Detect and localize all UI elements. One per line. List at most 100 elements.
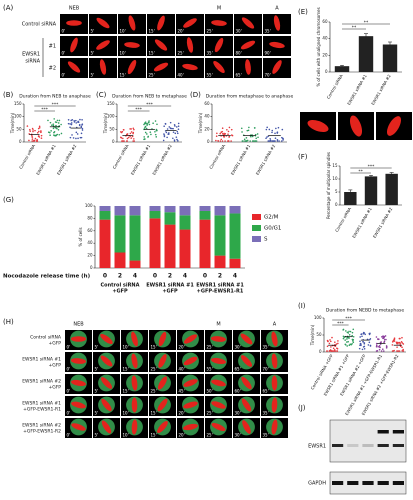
y-tick-label: 15 — [332, 163, 338, 168]
dot — [55, 127, 57, 129]
dot — [375, 344, 378, 347]
dot — [330, 340, 332, 343]
dot — [166, 128, 169, 130]
chromosomes — [271, 375, 278, 391]
bar — [385, 173, 398, 205]
chromosomes — [242, 420, 251, 434]
dot — [129, 132, 132, 135]
dot — [360, 333, 363, 335]
dot — [377, 345, 380, 348]
chromosomes — [131, 375, 138, 391]
dot — [40, 134, 43, 137]
dot — [224, 140, 226, 142]
dot — [379, 346, 381, 349]
dot — [385, 345, 388, 347]
dot — [342, 337, 345, 340]
dot — [29, 128, 31, 131]
bar-segment — [129, 215, 141, 261]
dot — [155, 129, 158, 132]
time-label: 10' — [123, 433, 129, 438]
time-label: 90' — [265, 51, 271, 56]
dot — [52, 124, 55, 127]
row-label: #1 — [49, 44, 56, 50]
dot — [55, 124, 57, 127]
chromosomes — [241, 376, 252, 390]
time-label: 65' — [263, 389, 269, 394]
y-axis-label: Time(min) — [198, 112, 203, 134]
dot — [175, 126, 178, 128]
dot — [177, 122, 180, 125]
x-tick-label: 2 — [168, 273, 172, 280]
chromosomes — [100, 377, 113, 389]
time-label: 0' — [67, 345, 71, 350]
dot — [38, 125, 41, 128]
dot — [175, 136, 178, 138]
dot — [55, 121, 58, 124]
dot — [127, 136, 130, 139]
dot — [362, 341, 364, 343]
y-tick-label: 60 — [204, 101, 210, 106]
dot — [363, 348, 366, 350]
dot — [276, 140, 279, 142]
dot — [385, 338, 387, 341]
dot — [70, 123, 73, 126]
dot — [143, 123, 145, 126]
bar-segment — [199, 206, 211, 211]
chromosomes — [307, 119, 329, 133]
x-tick-label: EWSR1 siRNA #2 — [255, 143, 277, 176]
bar-segment — [229, 213, 241, 259]
dot — [57, 128, 60, 131]
dot — [69, 136, 72, 139]
dot — [330, 350, 332, 352]
dot — [332, 347, 335, 350]
y-axis-label: Time(min) — [103, 112, 108, 134]
row-label: +GFP — [48, 385, 61, 391]
dot — [254, 133, 257, 136]
dot — [268, 140, 270, 142]
dot — [36, 138, 38, 141]
dot — [385, 347, 388, 349]
sig-label: *** — [41, 107, 49, 113]
dot — [133, 128, 135, 131]
sig-label: *** — [368, 164, 376, 170]
bar-segment — [214, 206, 226, 216]
time-label: 25' — [207, 345, 213, 350]
dot — [348, 344, 351, 347]
dot — [146, 124, 148, 126]
chromosomes — [269, 41, 285, 49]
dot — [132, 138, 135, 140]
blot — [329, 419, 407, 463]
dot — [75, 122, 78, 124]
x-tick-label: EWSR1 siRNA #2 — [372, 206, 394, 239]
chromosomes — [240, 355, 253, 367]
bar — [344, 192, 357, 205]
time-label: 5' — [95, 345, 99, 350]
chromosomes — [96, 40, 110, 50]
dot — [143, 128, 145, 131]
y-tick-label: 50 — [16, 126, 22, 131]
dot — [70, 119, 73, 122]
chromosomes — [71, 401, 86, 409]
time-label: 40' — [178, 73, 184, 78]
dot — [269, 139, 272, 142]
dot — [28, 139, 30, 142]
chromosomes — [241, 17, 255, 29]
time-label: 10' — [120, 29, 126, 34]
time-label: 55' — [207, 73, 213, 78]
time-label: 5' — [91, 73, 95, 78]
y-tick-label: 80 — [87, 215, 93, 220]
dot — [119, 131, 122, 133]
dot — [326, 350, 328, 352]
dot — [399, 345, 402, 348]
dot — [352, 341, 355, 344]
dot — [40, 137, 43, 139]
dot — [269, 137, 271, 140]
chromosomes — [273, 15, 281, 31]
y-tick-label: 150 — [14, 101, 22, 106]
chromosomes — [240, 333, 253, 345]
dot — [69, 126, 71, 129]
x-tick-label: Control siRNA — [326, 73, 344, 99]
chart-title: Duration from NEB to anaphase — [19, 94, 91, 100]
row-group-label: EWSR1 — [22, 52, 40, 58]
dot — [278, 140, 280, 142]
